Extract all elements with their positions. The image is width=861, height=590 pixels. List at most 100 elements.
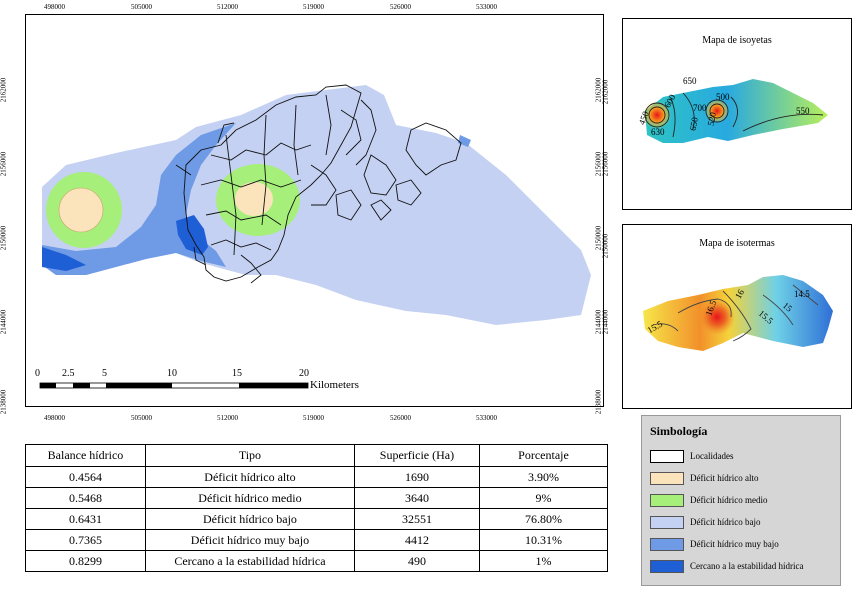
legend-swatch	[650, 538, 684, 551]
y-tick-left-3: 2150000	[0, 225, 8, 251]
legend-item-localidades: Localidades	[650, 448, 835, 466]
region-muy-bajo-right	[458, 135, 471, 147]
header-tipo: Tipo	[144, 444, 355, 467]
inset-isoyetas-title: Mapa de isoyetas	[702, 35, 772, 46]
cell-superficie: 3640	[353, 487, 480, 509]
main-map-frame: 0 2.5 5 10 15 20 Kilometers	[25, 14, 604, 407]
cell-balance: 0.6431	[25, 508, 146, 530]
cell-porcentaje: 3.90%	[478, 466, 609, 488]
table-row: 0.7365 Déficit hídrico muy bajo 4412 10.…	[25, 529, 609, 551]
region-estabilidad	[176, 215, 208, 255]
x-tick-bottom-3: 512000	[217, 414, 238, 422]
legend-swatch	[650, 516, 684, 529]
isotermas-contours	[652, 284, 819, 342]
legend-label: Localidades	[690, 451, 734, 461]
isotermas-region	[643, 275, 833, 351]
water-balance-table: Balance hídrico Tipo Superficie (Ha) Por…	[25, 444, 609, 572]
x-tick-bottom-2: 505000	[131, 414, 152, 422]
cell-balance: 0.7365	[25, 529, 146, 551]
scale-unit: Kilometers	[310, 379, 359, 391]
cell-balance: 0.8299	[25, 550, 146, 572]
x-tick-top-4: 519000	[303, 3, 324, 11]
localities-outlines	[175, 84, 462, 284]
y-tick-left-4: 2144000	[0, 309, 8, 335]
cell-porcentaje: 10.31%	[478, 529, 609, 551]
legend-panel: Simbología Localidades Déficit hídrico a…	[641, 415, 841, 586]
legend-label: Déficit hídrico medio	[690, 495, 768, 505]
legend-item-alto: Déficit hídrico alto	[650, 470, 835, 488]
legend-item-estabilidad: Cercano a la estabilidad hídrica	[650, 558, 835, 576]
isoyetas-y-tick-1: 2162000	[601, 79, 610, 105]
x-tick-bottom-4: 519000	[303, 414, 324, 422]
table-row: 0.4564 Déficit hídrico alto 1690 3.90%	[25, 466, 609, 488]
region-estabilidad-left	[42, 247, 86, 271]
cell-tipo: Cercano a la estabilidad hídrica	[144, 550, 355, 572]
cell-superficie: 4412	[353, 529, 480, 551]
isoyetas-hotspot-center	[705, 99, 729, 123]
cell-tipo: Déficit hídrico medio	[144, 487, 355, 509]
x-tick-top-3: 512000	[217, 3, 238, 11]
legend-label: Cercano a la estabilidad hídrica	[690, 561, 804, 571]
x-tick-bottom-5: 526000	[390, 414, 411, 422]
y-tick-left-2: 2156000	[0, 151, 8, 177]
header-balance: Balance hídrico	[25, 444, 146, 467]
cell-superficie: 490	[353, 550, 480, 572]
scale-bar	[39, 382, 309, 389]
cell-porcentaje: 1%	[478, 550, 609, 572]
legend-swatch	[650, 450, 684, 463]
legend-label: Déficit hídrico muy bajo	[690, 539, 779, 549]
header-porcentaje: Porcentaje	[478, 444, 609, 467]
legend-swatch	[650, 560, 684, 573]
legend-swatch	[650, 494, 684, 507]
isoyetas-y-tick-2: 2156000	[601, 151, 610, 177]
isoyetas-map-svg	[643, 79, 828, 143]
cell-tipo: Déficit hídrico bajo	[144, 508, 355, 530]
isoyetas-hotspot-left	[643, 101, 671, 129]
legend-label: Déficit hídrico alto	[690, 473, 759, 483]
scale-label-0: 0	[35, 368, 40, 379]
scale-label-20: 20	[299, 368, 309, 379]
isotermas-map-svg	[643, 275, 833, 351]
cell-tipo: Déficit hídrico alto	[144, 466, 355, 488]
x-tick-top-1: 498000	[44, 3, 65, 11]
inset-isotermas-frame: Mapa de isotermas 16.5 16	[622, 224, 852, 409]
y-tick-right-5: 2138000	[594, 389, 603, 415]
x-tick-top-2: 505000	[131, 3, 152, 11]
cell-balance: 0.4564	[25, 466, 146, 488]
isotermas-y-tick-2: 2144000	[601, 309, 610, 335]
legend-item-muy-bajo: Déficit hídrico muy bajo	[650, 536, 835, 554]
scale-label-2-5: 2.5	[62, 368, 75, 379]
isoyetas-region	[645, 79, 828, 143]
isotermas-hotspot	[699, 299, 735, 335]
inset-isoyetas-frame: Mapa de isoyetas 65	[622, 18, 852, 210]
isotermas-y-tick-1: 2150000	[601, 233, 610, 259]
inset-isotermas-title: Mapa de isotermas	[699, 238, 775, 249]
legend-item-medio: Déficit hídrico medio	[650, 492, 835, 510]
legend-label: Déficit hídrico bajo	[690, 517, 761, 527]
iso-label-630: 630	[651, 127, 665, 137]
table-row: 0.5468 Déficit hídrico medio 3640 9%	[25, 487, 609, 509]
header-superficie: Superficie (Ha)	[353, 444, 480, 467]
iso-label-550: 550	[796, 106, 810, 116]
y-tick-left-1: 2162000	[0, 77, 8, 103]
cell-superficie: 32551	[353, 508, 480, 530]
x-tick-top-6: 533000	[476, 3, 497, 11]
isoyetas-contours	[644, 92, 824, 138]
x-tick-top-5: 526000	[390, 3, 411, 11]
legend-item-bajo: Déficit hídrico bajo	[650, 514, 835, 532]
scale-label-5: 5	[102, 368, 107, 379]
main-map-svg	[39, 84, 591, 389]
region-alto-left	[58, 187, 104, 233]
table-row: 0.8299 Cercano a la estabilidad hídrica …	[25, 550, 609, 572]
table-row: 0.6431 Déficit hídrico bajo 32551 76.80%	[25, 508, 609, 530]
scale-label-10: 10	[167, 368, 177, 379]
cell-balance: 0.5468	[25, 487, 146, 509]
iso-label-650: 650	[683, 76, 697, 86]
x-tick-bottom-1: 498000	[44, 414, 65, 422]
cell-porcentaje: 76.80%	[478, 508, 609, 530]
table-header-row: Balance hídrico Tipo Superficie (Ha) Por…	[25, 444, 609, 467]
legend-title: Simbología	[650, 424, 708, 438]
cell-porcentaje: 9%	[478, 487, 609, 509]
cell-tipo: Déficit hídrico muy bajo	[144, 529, 355, 551]
x-tick-bottom-6: 533000	[476, 414, 497, 422]
